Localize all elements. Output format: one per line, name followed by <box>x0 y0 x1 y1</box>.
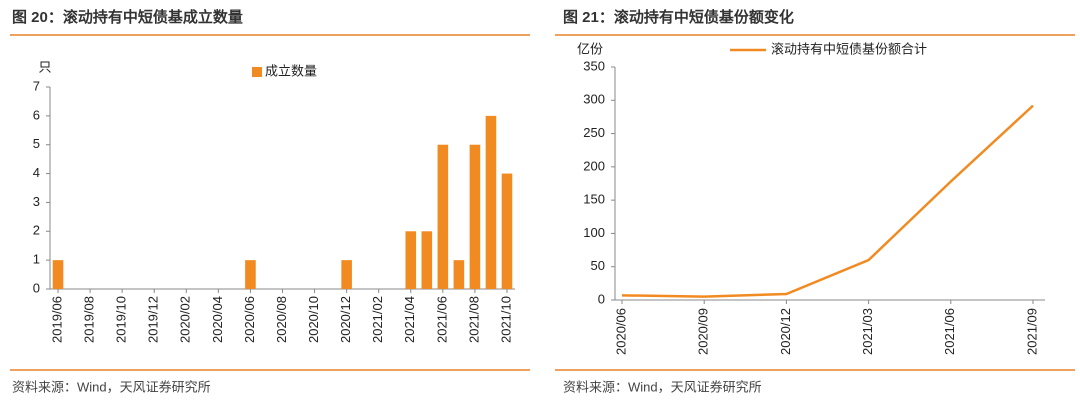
x-tick-label: 2021/06 <box>434 296 449 343</box>
x-tick-label: 2020/08 <box>274 296 289 343</box>
bar <box>245 260 256 289</box>
y-tick-label: 0 <box>33 280 40 295</box>
x-tick-label: 2020/06 <box>613 308 628 355</box>
bar <box>437 144 449 289</box>
x-tick-label: 2020/06 <box>242 296 257 343</box>
x-tick-label: 2020/09 <box>696 308 711 355</box>
y-tick-label: 1 <box>33 252 40 267</box>
y-tick-label: 150 <box>583 192 605 207</box>
x-tick-label: 2019/10 <box>114 296 129 343</box>
bar <box>485 115 497 289</box>
y-tick-label: 3 <box>33 194 40 209</box>
bar <box>469 144 481 289</box>
bar <box>52 260 64 289</box>
y-tick-label: 250 <box>583 125 605 140</box>
x-tick-label: 2020/10 <box>306 296 321 343</box>
y-tick-label: 4 <box>33 165 40 180</box>
x-tick-label: 2021/04 <box>402 296 417 343</box>
y-axis-unit: 只 <box>38 59 51 74</box>
bar <box>341 260 352 289</box>
y-tick-label: 350 <box>583 58 605 73</box>
x-tick-label: 2021/09 <box>1024 308 1039 355</box>
x-tick-label: 2021/02 <box>370 296 385 343</box>
chart-title: 图 21：滚动持有中短债基份额变化 <box>563 8 794 26</box>
bar <box>501 173 513 289</box>
x-tick-label: 2021/10 <box>498 296 513 343</box>
y-tick-label: 200 <box>583 158 605 173</box>
x-tick-label: 2019/12 <box>146 296 161 343</box>
legend-label: 滚动持有中短债基份额合计 <box>771 41 927 56</box>
y-tick-label: 50 <box>591 258 605 273</box>
source: 资料来源：Wind，天风证券研究所 <box>563 379 762 394</box>
bar <box>421 231 433 289</box>
y-tick-label: 2 <box>33 223 40 238</box>
line-series <box>621 104 1034 298</box>
x-tick-label: 2020/12 <box>338 296 353 343</box>
legend-swatch <box>252 67 262 77</box>
bar <box>405 231 417 289</box>
x-tick-label: 2020/12 <box>778 308 793 355</box>
y-tick-label: 6 <box>33 107 40 122</box>
y-tick-label: 100 <box>583 225 605 240</box>
x-tick-label: 2021/06 <box>942 308 957 355</box>
x-tick-label: 2021/08 <box>466 296 481 343</box>
x-tick-label: 2020/04 <box>210 296 225 343</box>
y-tick-label: 300 <box>583 92 605 107</box>
x-tick-label: 2021/03 <box>860 308 875 355</box>
source: 资料来源：Wind，天风证券研究所 <box>12 379 211 394</box>
x-tick-label: 2020/02 <box>178 296 193 343</box>
x-tick-label: 2019/08 <box>82 296 97 343</box>
y-tick-label: 5 <box>33 136 40 151</box>
bar <box>453 260 465 289</box>
chart-title: 图 20：滚动持有中短债基成立数量 <box>12 8 243 26</box>
y-tick-label: 7 <box>33 78 40 93</box>
y-tick-label: 0 <box>598 291 605 306</box>
x-tick-label: 2019/06 <box>49 296 64 343</box>
y-axis-unit: 亿份 <box>577 41 603 56</box>
legend-label: 成立数量 <box>265 63 317 78</box>
